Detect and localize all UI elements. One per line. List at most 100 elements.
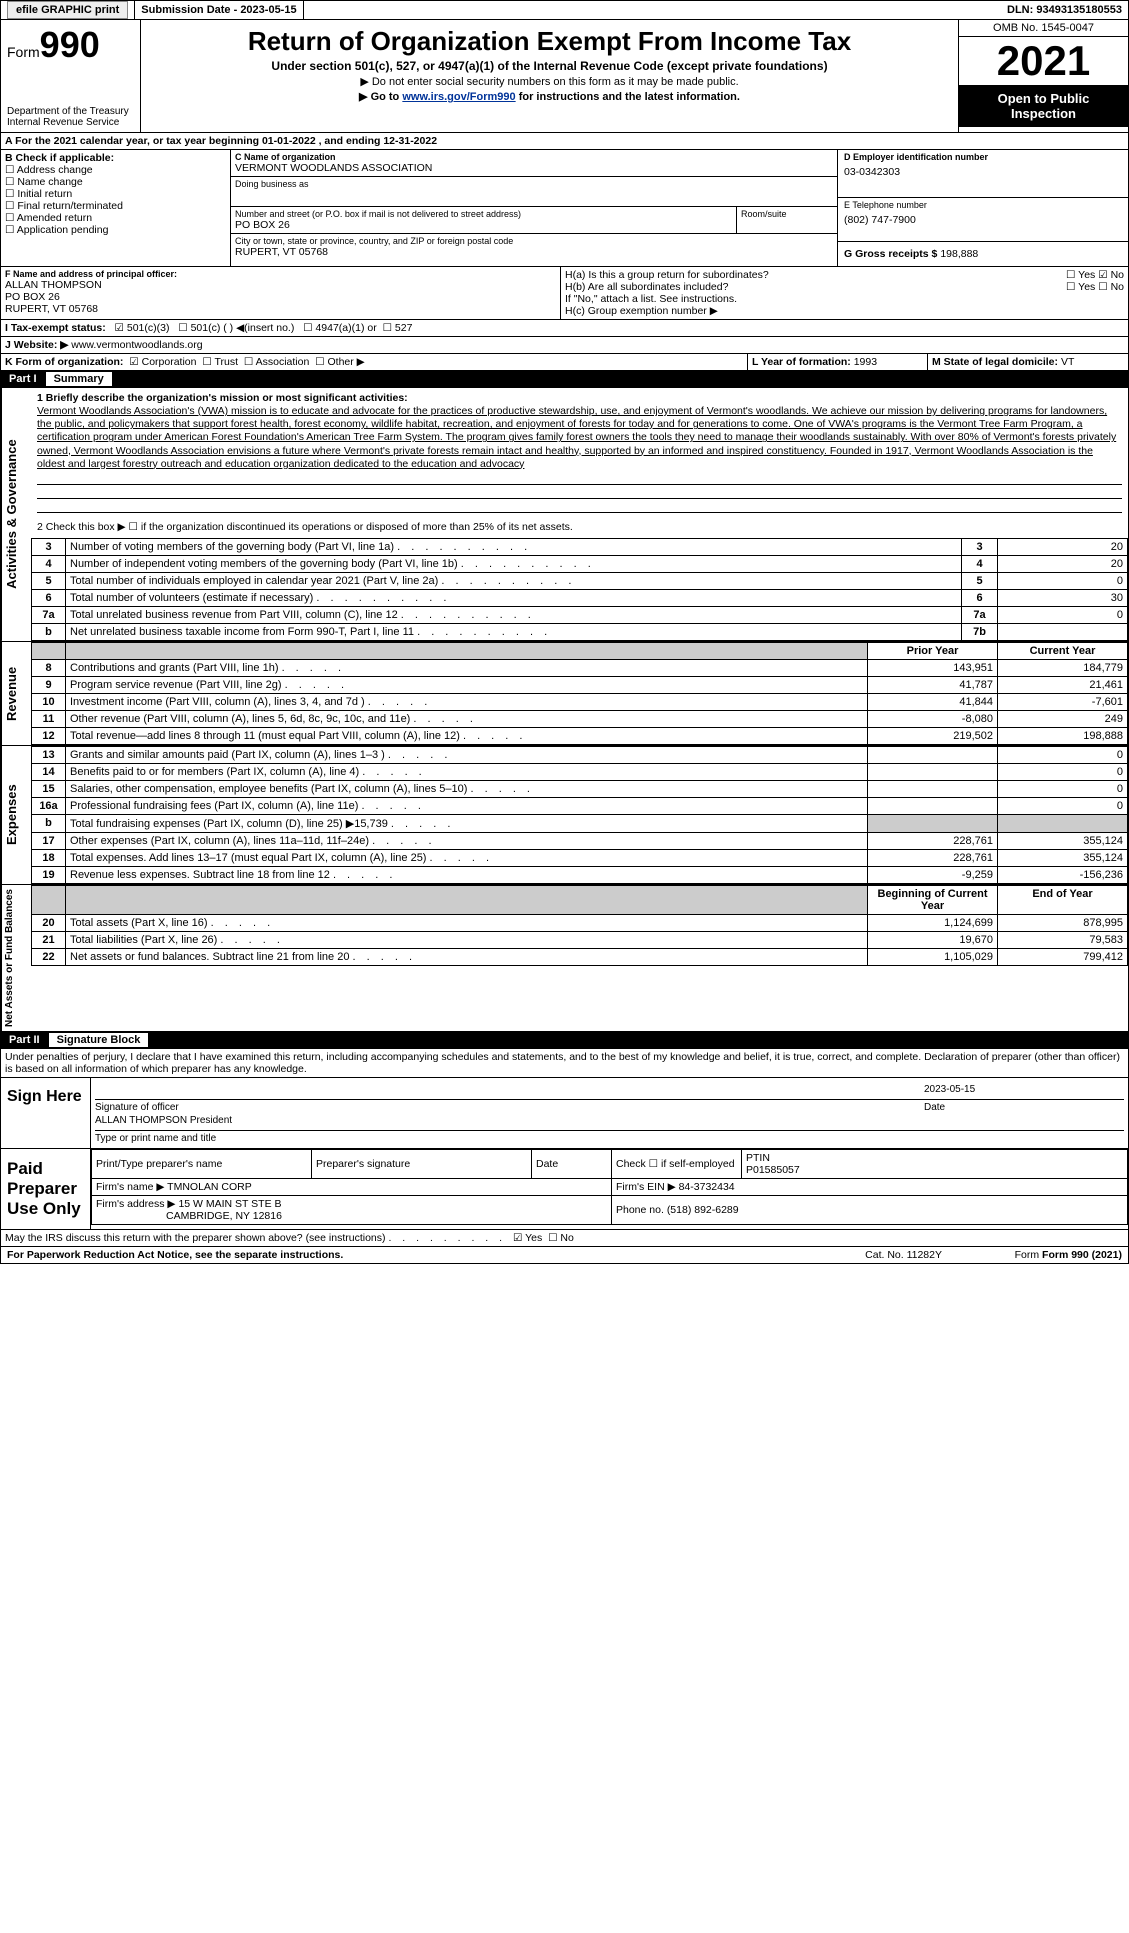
room-label: Room/suite [741, 209, 833, 219]
firm-addr-label: Firm's address ▶ [96, 1198, 176, 1210]
h-c-label: H(c) Group exemption number ▶ [565, 305, 1124, 317]
state-domicile: VT [1061, 356, 1074, 368]
prior-year [868, 763, 998, 780]
row-text: Investment income (Part VIII, column (A)… [66, 693, 868, 710]
row-text: Total liabilities (Part X, line 26) . . … [66, 931, 868, 948]
type-name-label: Type or print name and title [95, 1133, 1124, 1144]
k-trust[interactable]: Trust [202, 356, 238, 368]
form-ref: Form Form 990 (2021) [948, 1247, 1128, 1263]
box-e-label: E Telephone number [844, 200, 1122, 210]
year-formation: 1993 [854, 356, 877, 368]
website: www.vermontwoodlands.org [71, 339, 202, 351]
sign-here-section: Sign Here 2023-05-15 Signature of office… [0, 1078, 1129, 1149]
prep-selfemp: Check ☐ if self-employed [612, 1149, 742, 1178]
hb-yes[interactable]: Yes [1066, 281, 1095, 293]
ha-no[interactable]: No [1098, 269, 1124, 281]
row-text: Number of independent voting members of … [66, 555, 962, 572]
perjury-text: Under penalties of perjury, I declare th… [1, 1049, 1128, 1077]
k-assoc[interactable]: Association [244, 356, 309, 368]
org-name: VERMONT WOODLANDS ASSOCIATION [235, 162, 833, 174]
officer-sig-name: ALLAN THOMPSON President [95, 1115, 232, 1130]
tax-year: 2021 [959, 37, 1128, 85]
dln: DLN: 93493135180553 [1001, 1, 1128, 19]
prior-year: 228,761 [868, 832, 998, 849]
paid-preparer-label: Paid Preparer Use Only [1, 1149, 91, 1229]
box-d-label: D Employer identification number [844, 152, 1122, 162]
chk-address-change[interactable]: Address change [5, 164, 226, 176]
top-bar: efile GRAPHIC print Submission Date - 20… [0, 0, 1129, 20]
k-corp[interactable]: Corporation [129, 356, 196, 368]
prior-year: 1,105,029 [868, 948, 998, 965]
table-netassets: Beginning of Current Year End of Year20 … [31, 885, 1128, 966]
row-num: b [32, 623, 66, 640]
chk-name-change[interactable]: Name change [5, 176, 226, 188]
current-year: 249 [998, 710, 1128, 727]
k-other[interactable]: Other ▶ [315, 356, 365, 368]
chk-initial-return[interactable]: Initial return [5, 188, 226, 200]
chk-application-pending[interactable]: Application pending [5, 224, 226, 236]
officer-addr1: PO BOX 26 [5, 291, 556, 303]
current-year: 184,779 [998, 659, 1128, 676]
discuss-yes[interactable]: Yes [513, 1232, 542, 1244]
row-text: Net unrelated business taxable income fr… [66, 623, 962, 640]
ptin: P01585057 [746, 1164, 800, 1176]
firm-phone-label: Phone no. [616, 1204, 664, 1216]
sign-date: 2023-05-15 [924, 1084, 1124, 1099]
form-number: 990 [40, 24, 100, 65]
line2: 2 Check this box ▶ ☐ if the organization… [31, 517, 1128, 538]
row-num: 7a [32, 606, 66, 623]
vlabel-expenses: Expenses [1, 746, 31, 884]
current-year: 0 [998, 746, 1128, 763]
form990-link[interactable]: www.irs.gov/Form990 [402, 91, 515, 103]
box-k-label: K Form of organization: [5, 356, 123, 368]
row-text: Salaries, other compensation, employee b… [66, 780, 868, 797]
row-text: Contributions and grants (Part VIII, lin… [66, 659, 868, 676]
row-text: Total unrelated business revenue from Pa… [66, 606, 962, 623]
row-text: Program service revenue (Part VIII, line… [66, 676, 868, 693]
row-num: 22 [32, 948, 66, 965]
row-text: Other revenue (Part VIII, column (A), li… [66, 710, 868, 727]
prior-year: 19,670 [868, 931, 998, 948]
dept-treasury: Department of the Treasury [7, 106, 134, 117]
row-text: Net assets or fund balances. Subtract li… [66, 948, 868, 965]
i-527[interactable]: 527 [383, 322, 413, 334]
discuss-no[interactable]: No [548, 1232, 574, 1244]
prior-year: 1,124,699 [868, 914, 998, 931]
prior-year: 219,502 [868, 727, 998, 744]
row-val [998, 623, 1128, 640]
current-year: 799,412 [998, 948, 1128, 965]
row-text: Total fundraising expenses (Part IX, col… [66, 814, 868, 832]
row-num: 12 [32, 727, 66, 744]
box-m-label: M State of legal domicile: [932, 356, 1058, 368]
row-box: 4 [962, 555, 998, 572]
col-hdr: Current Year [998, 642, 1128, 659]
table-revenue: Prior Year Current Year8 Contributions a… [31, 642, 1128, 745]
ha-yes[interactable]: Yes [1066, 269, 1095, 281]
row-num: 8 [32, 659, 66, 676]
row-num: 20 [32, 914, 66, 931]
date-label: Date [924, 1102, 1124, 1113]
row-val: 0 [998, 572, 1128, 589]
firm-phone: (518) 892-6289 [667, 1204, 739, 1216]
table-activities: 3 Number of voting members of the govern… [31, 538, 1128, 641]
chk-final-return[interactable]: Final return/terminated [5, 200, 226, 212]
i-501c3[interactable]: 501(c)(3) [115, 322, 170, 334]
inspect-2: Inspection [1011, 106, 1076, 121]
i-4947[interactable]: 4947(a)(1) or [303, 322, 377, 334]
firm-addr1: 15 W MAIN ST STE B [178, 1198, 281, 1210]
row-box: 6 [962, 589, 998, 606]
i-501c[interactable]: 501(c) ( ) ◀(insert no.) [178, 322, 294, 334]
hb-no[interactable]: No [1098, 281, 1124, 293]
part2-title: Signature Block [49, 1033, 149, 1047]
vlabel-revenue: Revenue [1, 642, 31, 745]
current-year: 198,888 [998, 727, 1128, 744]
submission-date: Submission Date - 2023-05-15 [135, 1, 303, 19]
row-num: 6 [32, 589, 66, 606]
prior-year [868, 780, 998, 797]
efile-print-button[interactable]: efile GRAPHIC print [7, 1, 128, 19]
chk-amended-return[interactable]: Amended return [5, 212, 226, 224]
row-box: 7a [962, 606, 998, 623]
current-year: -156,236 [998, 866, 1128, 883]
page-footer: For Paperwork Reduction Act Notice, see … [0, 1247, 1129, 1264]
row-num: 11 [32, 710, 66, 727]
